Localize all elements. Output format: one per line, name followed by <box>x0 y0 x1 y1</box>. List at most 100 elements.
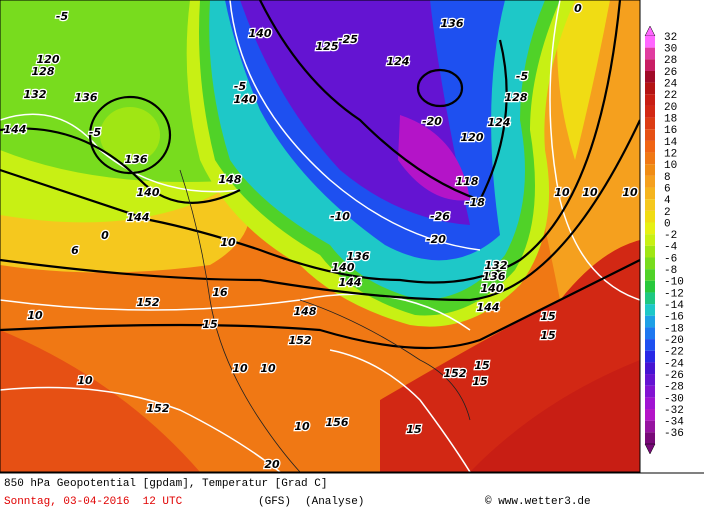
contour-label: 148 <box>294 305 317 318</box>
contour-label: 10 <box>260 362 276 375</box>
contour-label: -20 <box>422 115 442 128</box>
scale-swatch <box>645 117 655 130</box>
scale-swatch <box>645 70 655 83</box>
scale-swatch <box>645 152 655 165</box>
scale-label: -2 <box>664 230 677 242</box>
temperature-field <box>557 0 610 160</box>
contour-label: 132 <box>24 88 47 101</box>
contour-label: 140 <box>481 282 504 295</box>
scale-swatch <box>645 210 655 223</box>
contour-label: 6 <box>71 244 79 257</box>
scale-swatch <box>645 420 655 433</box>
footer-date: Sonntag, 03-04-2016 12 UTC <box>4 496 183 508</box>
contour-label: 148 <box>219 173 242 186</box>
scale-label: 10 <box>664 160 677 172</box>
scale-label: 16 <box>664 125 677 137</box>
contour-label: 15 <box>472 375 488 388</box>
contour-label: 10 <box>294 420 310 433</box>
scale-label: -32 <box>664 405 684 417</box>
coastlines <box>179 169 471 472</box>
scale-swatch <box>645 82 655 95</box>
scale-label: 32 <box>664 32 677 44</box>
contour-label: 128 <box>32 65 55 78</box>
scale-swatch <box>645 409 655 421</box>
scale-label: 22 <box>664 90 677 102</box>
contour-label: 10 <box>622 186 638 199</box>
contour-label: 140 <box>332 261 355 274</box>
scale-arrow <box>644 25 656 37</box>
scale-label: 30 <box>664 44 677 56</box>
contour-label: 136 <box>125 153 148 166</box>
contour-label: 15 <box>406 423 422 436</box>
scale-swatch <box>645 222 655 235</box>
contour-label: 10 <box>232 362 248 375</box>
scale-label: -10 <box>664 277 684 289</box>
contour-label: 10 <box>220 236 236 249</box>
contour-label: 16 <box>212 286 228 299</box>
scale-label: -36 <box>664 428 684 440</box>
contour-label: 152 <box>147 402 170 415</box>
scale-label: -8 <box>664 265 677 277</box>
footer-run: (Analyse) <box>305 496 364 508</box>
scale-arrow <box>644 443 656 455</box>
contour-label: 125 <box>316 40 339 53</box>
scale-label: -22 <box>664 347 684 359</box>
scale-swatch <box>645 432 655 444</box>
contour-label: 152 <box>444 367 467 380</box>
color-scale: 32302826242220181614121086420-2-4-6-8-10… <box>644 25 684 455</box>
contour-label: -5 <box>234 80 247 93</box>
contour-label: -5 <box>56 10 69 23</box>
scale-swatch <box>645 199 655 211</box>
scale-label: 26 <box>664 67 677 79</box>
scale-label: 20 <box>664 102 677 114</box>
contour-label: 118 <box>456 175 479 188</box>
scale-label: -18 <box>664 323 684 335</box>
contour-label: 152 <box>289 334 312 347</box>
temperature-field <box>0 150 240 225</box>
scale-swatch <box>645 245 655 258</box>
contour-label: 0 <box>101 229 109 242</box>
contour-label: 10 <box>582 186 598 199</box>
scale-label: 12 <box>664 148 677 160</box>
scale-label: -14 <box>664 300 684 312</box>
contour-label: 136 <box>483 270 506 283</box>
scale-swatch <box>645 129 655 141</box>
scale-swatch <box>645 234 655 246</box>
temperature-field <box>0 180 250 273</box>
contour-label: 144 <box>477 301 500 314</box>
scale-swatch <box>645 362 655 375</box>
contour-label: 136 <box>75 91 98 104</box>
temperature-field <box>398 115 470 201</box>
scale-label: -4 <box>664 242 678 254</box>
scale-label: -24 <box>664 358 684 370</box>
scale-swatch <box>645 164 655 176</box>
contour-label: 10 <box>27 309 43 322</box>
map-frame <box>0 0 641 473</box>
scale-label: -30 <box>664 393 684 405</box>
contour-label: 10 <box>554 186 570 199</box>
scale-swatch <box>645 315 655 328</box>
scale-label: 0 <box>664 218 671 230</box>
scale-swatch <box>645 280 655 293</box>
contour-label: 144 <box>339 276 362 289</box>
scale-swatch <box>645 257 655 270</box>
footer-title: 850 hPa Geopotential [gpdam], Temperatur… <box>4 478 327 490</box>
footer-model: (GFS) <box>258 496 291 508</box>
geopotential-contours <box>0 0 640 350</box>
scale-label: 2 <box>664 207 671 219</box>
scale-swatch <box>645 304 655 316</box>
scale-swatch <box>645 105 655 118</box>
contour-label: 144 <box>4 123 27 136</box>
scale-swatch <box>645 269 655 281</box>
contour-label: 120 <box>37 53 60 66</box>
scale-label: 28 <box>664 55 677 67</box>
contour-label: 128 <box>505 91 528 104</box>
scale-swatch <box>645 187 655 200</box>
scale-swatch <box>645 327 655 340</box>
contour-label: 15 <box>540 329 556 342</box>
contour-label: -20 <box>426 233 446 246</box>
scale-label: -26 <box>664 370 684 382</box>
